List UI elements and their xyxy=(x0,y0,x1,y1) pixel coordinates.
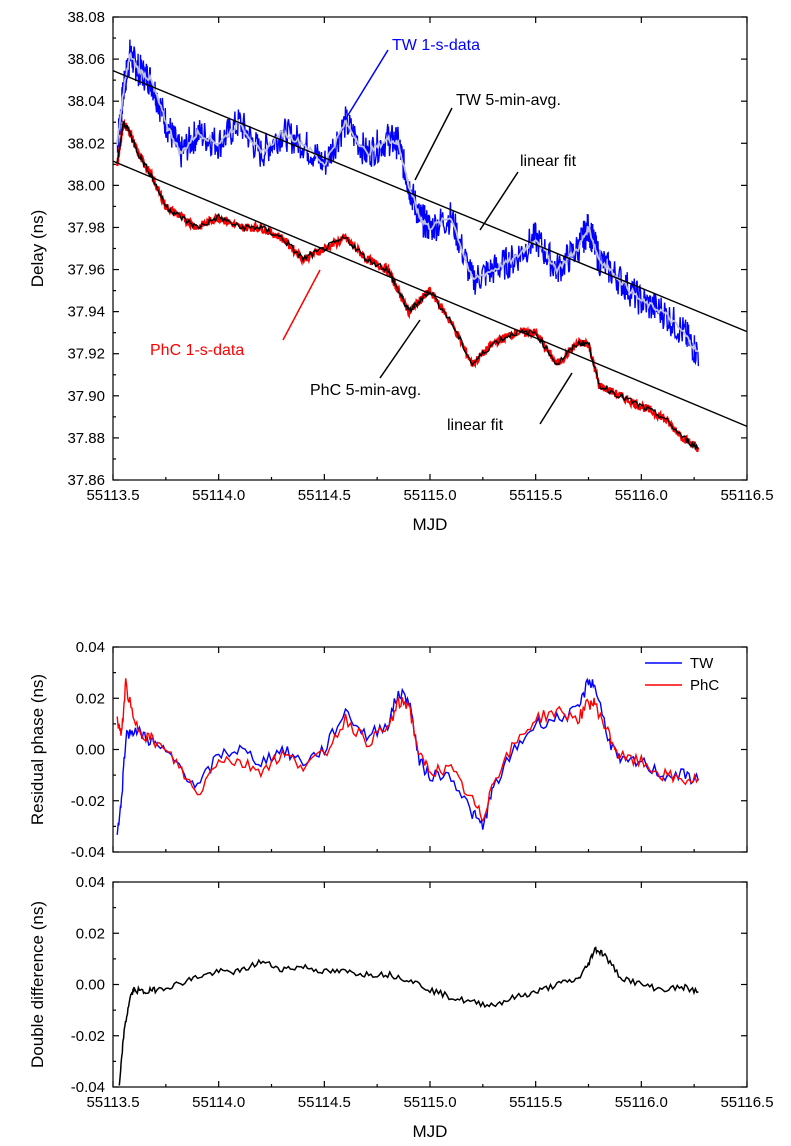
y-tick-label-0-1: 37.88 xyxy=(67,430,105,447)
x-tick-label-0-3: 55115.0 xyxy=(403,487,456,504)
y-tick-label-1-2: 0.00 xyxy=(76,742,105,759)
y-tick-label-0-9: 38.04 xyxy=(67,93,105,110)
y-tick-label-2-4: 0.04 xyxy=(76,874,105,891)
legend-label-phc: PhC xyxy=(690,677,719,694)
x-tick-label-0-1: 55114.0 xyxy=(192,487,245,504)
y-tick-label-1-1: -0.02 xyxy=(71,793,105,810)
series-phc-5min xyxy=(116,120,699,451)
annotation-leader-2 xyxy=(479,171,519,231)
legend-label-tw: TW xyxy=(690,655,714,672)
annotation-leader-5 xyxy=(539,372,573,425)
x-tick-label-0-0: 55113.5 xyxy=(86,487,139,504)
y-tick-label-1-4: 0.04 xyxy=(76,639,105,656)
x-tick-label-2-4: 55115.5 xyxy=(509,1094,562,1111)
annotation-3: PhC 1-s-data xyxy=(150,342,244,359)
annotation-1: TW 5-min-avg. xyxy=(456,92,561,109)
y-tick-label-0-11: 38.08 xyxy=(67,9,105,26)
y-tick-label-2-2: 0.00 xyxy=(76,977,105,994)
y-tick-label-0-8: 38.02 xyxy=(67,135,105,152)
x-tick-label-2-3: 55115.0 xyxy=(403,1094,456,1111)
annotation-0: TW 1-s-data xyxy=(392,37,480,54)
annotation-leader-0 xyxy=(344,49,389,121)
annotation-leader-1 xyxy=(414,107,453,181)
series-phc xyxy=(116,678,699,822)
annotation-2: linear fit xyxy=(520,153,577,170)
y-tick-label-0-7: 38.00 xyxy=(67,177,105,194)
x-tick-label-2-0: 55113.5 xyxy=(86,1094,139,1111)
annotation-5: linear fit xyxy=(447,417,504,434)
y-tick-label-2-0: -0.04 xyxy=(71,1079,105,1096)
series-tw-5min xyxy=(116,51,699,353)
x-tick-label-2-2: 55114.5 xyxy=(298,1094,351,1111)
x-tick-label-2-5: 55116.0 xyxy=(615,1094,668,1111)
y-tick-label-0-3: 37.92 xyxy=(67,346,105,363)
x-tick-label-0-2: 55114.5 xyxy=(298,487,351,504)
y-tick-label-2-3: 0.02 xyxy=(76,925,105,942)
series-double-difference xyxy=(118,946,699,1086)
plot-frame-1 xyxy=(112,646,748,853)
series-tw-1s xyxy=(116,39,700,367)
y-tick-label-2-1: -0.02 xyxy=(71,1028,105,1045)
y-axis-title-0: Delay (ns) xyxy=(28,210,47,287)
x-tick-label-2-1: 55114.0 xyxy=(192,1094,245,1111)
y-tick-label-0-5: 37.96 xyxy=(67,262,105,279)
x-tick-label-2-6: 55116.5 xyxy=(720,1094,773,1111)
x-axis-title-2: MJD xyxy=(413,1122,448,1141)
annotation-4: PhC 5-min-avg. xyxy=(310,382,421,399)
annotation-leader-4 xyxy=(379,319,421,379)
y-tick-label-0-6: 37.98 xyxy=(67,219,105,236)
series-linear-fit-tw xyxy=(113,70,747,333)
x-axis-title-0: MJD xyxy=(413,515,448,534)
x-tick-label-0-6: 55116.5 xyxy=(720,487,773,504)
y-tick-label-0-10: 38.06 xyxy=(67,51,105,68)
x-tick-label-0-5: 55116.0 xyxy=(615,487,668,504)
y-axis-title-2: Double difference (ns) xyxy=(28,901,47,1068)
y-axis-title-1: Residual phase (ns) xyxy=(28,674,47,825)
y-tick-label-0-4: 37.94 xyxy=(67,304,105,321)
series-linear-fit-phc xyxy=(113,160,747,427)
series-phc-1s xyxy=(116,118,700,453)
y-tick-label-1-0: -0.04 xyxy=(71,844,105,861)
x-tick-label-0-4: 55115.5 xyxy=(509,487,562,504)
annotation-leader-3 xyxy=(282,269,321,341)
y-tick-label-1-3: 0.02 xyxy=(76,690,105,707)
y-tick-label-0-2: 37.90 xyxy=(67,388,105,405)
y-tick-label-0-0: 37.86 xyxy=(67,472,105,489)
